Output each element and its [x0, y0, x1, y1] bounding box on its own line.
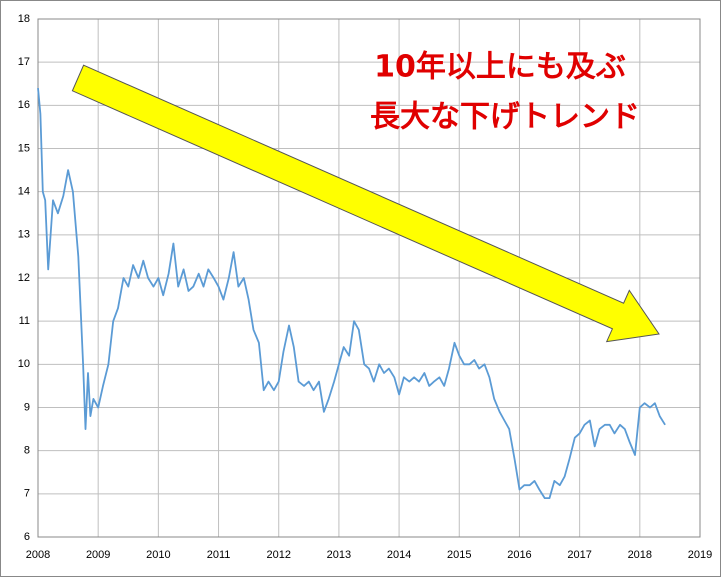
y-tick-label: 13: [18, 229, 30, 241]
x-tick-label: 2018: [628, 549, 652, 561]
x-tick-label: 2011: [207, 549, 231, 561]
x-tick-label: 2017: [567, 549, 591, 561]
annotation: 長大な下げトレンド: [370, 100, 640, 135]
data-line: [37, 88, 666, 499]
y-tick-label: 16: [18, 99, 30, 111]
x-tick-label: 2014: [387, 549, 411, 561]
x-tick-label: 2012: [266, 549, 290, 561]
x-tick-label: 2013: [327, 549, 351, 561]
y-tick-label: 18: [18, 13, 30, 25]
x-tick-label: 2010: [146, 549, 170, 561]
y-tick-label: 12: [18, 272, 30, 284]
y-tick-label: 14: [18, 186, 30, 198]
y-tick-label: 17: [18, 56, 30, 68]
x-tick-label: 2015: [447, 549, 471, 561]
y-tick-label: 11: [19, 315, 30, 327]
y-tick-label: 9: [24, 401, 30, 413]
x-tick-label: 2008: [26, 549, 50, 561]
x-tick-label: 2009: [86, 549, 110, 561]
x-tick-label: 2016: [507, 549, 531, 561]
y-tick-label: 6: [24, 531, 30, 543]
x-tick-label: 2019: [688, 549, 712, 561]
plot-border: [37, 18, 701, 538]
y-tick-label: 7: [24, 488, 30, 500]
y-tick-label: 8: [24, 445, 30, 457]
y-tick-label: 15: [18, 142, 30, 154]
annotation: 10年以上にも及ぶ: [374, 50, 626, 85]
y-tick-label: 10: [18, 358, 30, 370]
trend-arrow: [71, 64, 660, 343]
